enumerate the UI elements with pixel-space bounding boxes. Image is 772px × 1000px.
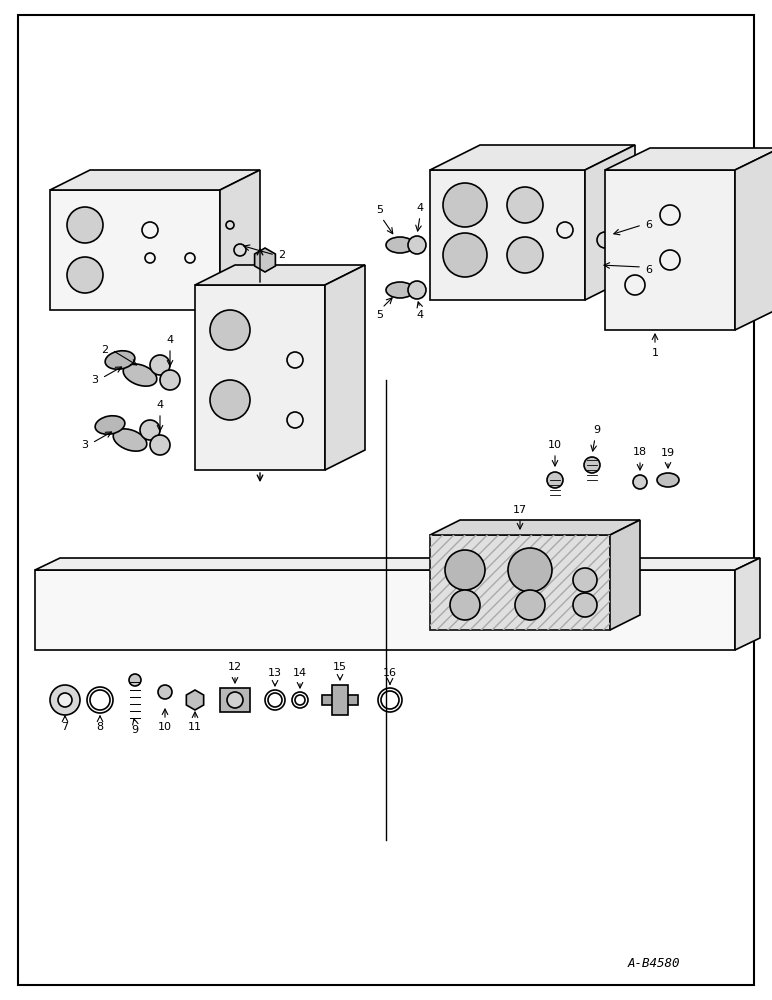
Circle shape [210,310,250,350]
Text: 12: 12 [228,662,242,672]
Polygon shape [50,170,260,190]
Polygon shape [605,170,735,330]
Text: 2: 2 [278,250,285,260]
Text: 13: 13 [268,668,282,678]
Polygon shape [605,148,772,170]
Text: 4: 4 [416,310,424,320]
Polygon shape [430,145,635,170]
Text: 5: 5 [377,205,384,215]
Circle shape [547,472,563,488]
Text: 6: 6 [645,265,652,275]
Circle shape [140,420,160,440]
Text: 9: 9 [131,725,138,735]
Text: 1: 1 [652,348,659,358]
Circle shape [507,237,543,273]
Text: 11: 11 [188,722,202,732]
Circle shape [58,693,72,707]
Ellipse shape [124,364,157,386]
Text: 15: 15 [333,662,347,672]
Text: 4: 4 [416,203,424,213]
Text: 7: 7 [62,722,69,732]
Text: 14: 14 [293,668,307,678]
Polygon shape [35,558,760,570]
Circle shape [584,457,600,473]
Circle shape [443,233,487,277]
Text: 16: 16 [383,668,397,678]
Circle shape [160,370,180,390]
Circle shape [573,593,597,617]
Circle shape [210,380,250,420]
Text: 2: 2 [101,345,108,355]
Circle shape [445,550,485,590]
Text: A-B4580: A-B4580 [628,957,680,970]
Polygon shape [35,570,735,650]
Circle shape [573,568,597,592]
Text: 4: 4 [167,335,174,345]
Circle shape [150,435,170,455]
Polygon shape [430,520,640,535]
Polygon shape [195,285,325,470]
Polygon shape [325,265,365,470]
Text: 3: 3 [91,375,98,385]
Circle shape [408,236,426,254]
Bar [220,688,250,712]
Text: 5: 5 [377,310,384,320]
Circle shape [508,548,552,592]
Polygon shape [735,558,760,650]
Ellipse shape [386,237,414,253]
Circle shape [515,590,545,620]
Text: 3: 3 [81,440,88,450]
Circle shape [150,355,170,375]
Circle shape [67,207,103,243]
Circle shape [67,257,103,293]
Bar [322,695,358,705]
Polygon shape [610,520,640,630]
Text: 19: 19 [661,448,675,458]
Circle shape [227,692,243,708]
Circle shape [443,183,487,227]
Circle shape [633,475,647,489]
Text: 6: 6 [645,220,652,230]
Circle shape [408,281,426,299]
Text: 4: 4 [157,400,164,410]
Polygon shape [430,170,585,300]
Polygon shape [430,535,610,630]
Circle shape [50,685,80,715]
Polygon shape [585,145,635,300]
Ellipse shape [95,416,125,434]
Circle shape [450,590,480,620]
Text: 10: 10 [548,440,562,450]
Text: 18: 18 [633,447,647,457]
Polygon shape [255,248,276,272]
Circle shape [507,187,543,223]
Text: 10: 10 [158,722,172,732]
Ellipse shape [386,282,414,298]
Circle shape [158,685,172,699]
Polygon shape [50,190,220,310]
Ellipse shape [113,429,147,451]
Circle shape [129,674,141,686]
Polygon shape [735,148,772,330]
Polygon shape [195,265,365,285]
Polygon shape [220,170,260,310]
Text: 17: 17 [513,505,527,515]
Text: 8: 8 [96,722,103,732]
Text: 9: 9 [594,425,601,435]
Ellipse shape [657,473,679,487]
Bar [332,685,348,715]
Ellipse shape [105,351,135,369]
Polygon shape [186,690,204,710]
